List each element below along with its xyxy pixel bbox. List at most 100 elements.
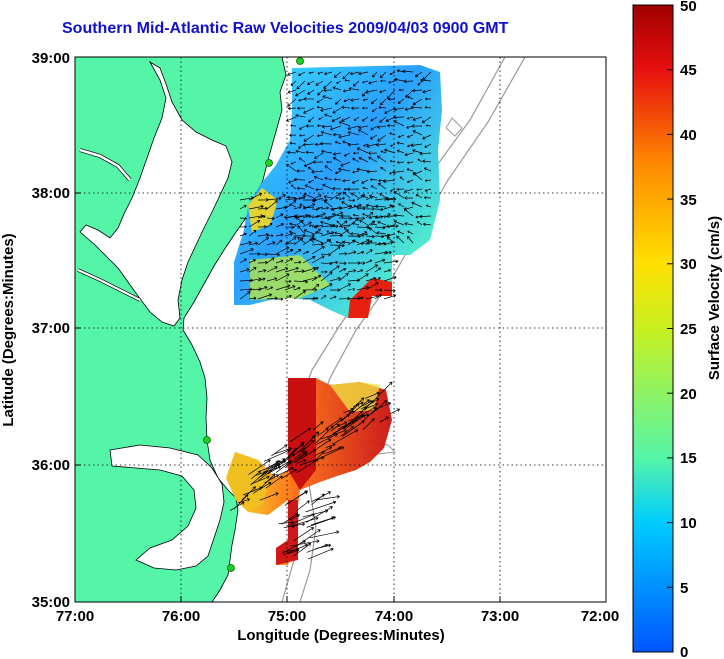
velocity-arrow: [307, 167, 315, 172]
velocity-arrow: [348, 86, 360, 91]
radar-site-marker: [227, 564, 235, 572]
y-tick-label: 37:00: [32, 320, 70, 337]
velocity-arrow: [352, 157, 360, 163]
velocity-arrow: [303, 134, 315, 142]
velocity-arrow: [383, 213, 391, 219]
velocity-arrow: [412, 88, 423, 93]
velocity-arrow: [307, 89, 315, 95]
velocity-arrow: [365, 203, 378, 208]
velocity-arrow: [248, 296, 257, 300]
velocity-arrow: [284, 490, 308, 507]
velocity-arrow: [308, 179, 315, 184]
velocity-arrow: [311, 212, 326, 219]
velocity-arrow: [317, 89, 324, 96]
velocity-arrow: [340, 161, 351, 167]
velocity-arrow: [257, 233, 269, 237]
velocity-arrow: [362, 418, 375, 431]
velocity-arrow: [419, 151, 432, 156]
velocity-arrow: [412, 98, 423, 106]
velocity-arrow: [239, 225, 247, 229]
velocity-arrow: [347, 287, 356, 291]
velocity-arrow: [275, 259, 284, 264]
velocity-arrow: [416, 188, 423, 191]
velocity-arrow: [364, 391, 380, 399]
velocity-arrow: [305, 500, 337, 513]
velocity-arrow: [239, 216, 247, 220]
velocity-arrow: [356, 269, 364, 273]
axis-ticks: [75, 192, 501, 602]
velocity-arrow: [370, 178, 378, 182]
velocity-arrow: [379, 416, 389, 423]
velocity-arrow: [329, 211, 344, 219]
velocity-arrow: [379, 116, 387, 123]
velocity-arrow: [284, 450, 308, 469]
velocity-arrow: [363, 143, 369, 147]
colorbar-tick-label: 35: [680, 192, 697, 209]
velocity-arrow: [293, 290, 306, 300]
y-tick-label: 35:00: [32, 594, 70, 611]
velocity-arrow: [302, 266, 316, 273]
velocity-arrow: [295, 113, 306, 118]
velocity-arrow: [397, 230, 405, 235]
colorbar-label: Surface Velocity (cm/s): [706, 216, 723, 380]
velocity-arrow: [250, 470, 261, 480]
velocity-arrow: [315, 188, 324, 192]
velocity-arrow: [416, 221, 423, 226]
velocity-arrow: [259, 492, 279, 501]
velocity-arrow: [425, 204, 432, 208]
velocity-arrow: [407, 179, 414, 184]
velocity-arrow: [390, 188, 396, 192]
velocity-arrow: [383, 241, 394, 246]
velocity-arrow: [377, 220, 387, 226]
velocity-arrow: [308, 116, 315, 123]
velocity-arrow: [266, 223, 273, 228]
velocity-arrow: [257, 269, 267, 273]
velocity-arrow: [412, 130, 423, 136]
velocity-arrow: [284, 225, 295, 230]
velocity-arrow: [338, 251, 348, 256]
velocity-arrow: [404, 222, 414, 226]
velocity-arrow: [329, 192, 342, 201]
velocity-arrow: [329, 125, 342, 131]
velocity-arrow: [329, 260, 339, 265]
velocity-arrow: [314, 152, 324, 159]
velocity-arrow: [338, 267, 347, 273]
velocity-arrow: [320, 107, 333, 112]
velocity-arrow: [335, 196, 342, 200]
velocity-arrow: [386, 89, 396, 100]
velocity-arrow: [294, 522, 306, 527]
velocity-arrow: [320, 271, 333, 282]
colorbar-tick-label: 45: [680, 62, 697, 79]
velocity-arrow: [347, 250, 357, 255]
velocity-arrow: [248, 204, 264, 210]
bathymetry-contour: [445, 117, 463, 137]
velocity-arrow: [374, 225, 386, 230]
velocity-arrow: [282, 468, 297, 479]
velocity-arrow: [333, 132, 342, 137]
velocity-arrow: [380, 150, 387, 154]
velocity-arrow: [333, 71, 342, 78]
velocity-arrow: [370, 125, 378, 131]
velocity-arrow: [323, 80, 333, 89]
velocity-arrow: [311, 255, 325, 264]
velocity-arrow: [320, 231, 335, 237]
velocity-arrow: [320, 283, 333, 291]
velocity-arrow: [332, 186, 342, 191]
velocity-arrow: [424, 143, 432, 148]
velocity-arrow: [375, 142, 387, 147]
velocity-arrow: [406, 116, 414, 120]
velocity-arrow: [302, 287, 318, 292]
velocity-arrow: [372, 71, 378, 78]
colorbar-ticks: [667, 69, 673, 588]
velocity-arrow: [311, 266, 319, 273]
velocity-arrow: [342, 179, 351, 183]
velocity-arrow: [338, 240, 345, 246]
velocity-arrow: [296, 80, 306, 90]
colorbar-tick-label: 25: [680, 321, 697, 338]
velocity-arrow: [423, 196, 432, 200]
velocity-arrow: [402, 69, 414, 74]
velocity-arrow: [322, 183, 333, 190]
velocity-arrow: [311, 208, 319, 211]
velocity-arrow: [356, 406, 367, 417]
velocity-arrow: [376, 231, 387, 235]
